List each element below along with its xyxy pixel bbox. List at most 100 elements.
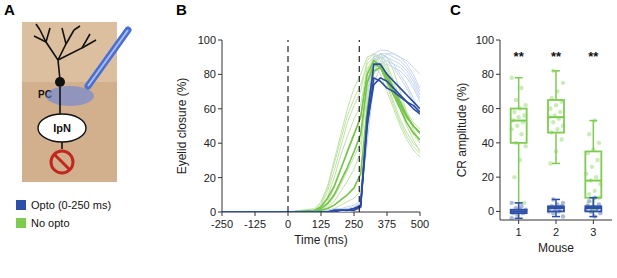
dendrite	[62, 28, 66, 44]
y-tick-label: 80	[204, 68, 216, 80]
whisker	[593, 121, 595, 152]
x-tick-label: 375	[378, 218, 396, 230]
whisker	[555, 133, 557, 164]
point	[561, 81, 565, 85]
point	[509, 201, 513, 205]
y-axis	[500, 40, 501, 220]
whisker	[593, 198, 595, 207]
whisker	[518, 143, 520, 203]
ipn	[38, 114, 86, 142]
trace	[222, 54, 420, 212]
x-tick	[556, 220, 557, 224]
box	[548, 206, 564, 211]
trace	[222, 50, 420, 212]
point	[515, 124, 519, 128]
whisker-cap	[515, 218, 523, 220]
whisker	[555, 199, 557, 206]
point	[519, 86, 523, 90]
y-tick-label: 0	[488, 205, 494, 217]
x-tick-label: 0	[285, 218, 291, 230]
y-tick	[218, 108, 222, 109]
trace	[222, 54, 420, 212]
plot-b	[222, 40, 420, 212]
dendrite	[34, 36, 46, 42]
y-tick-label: 20	[482, 171, 494, 183]
trace	[222, 54, 420, 212]
circuit-diagram: PCIpN	[22, 22, 128, 182]
no-sign	[51, 151, 73, 173]
point	[587, 199, 591, 203]
y-tick	[496, 74, 500, 75]
y-tick-label: 20	[204, 172, 216, 184]
point	[558, 110, 562, 114]
point	[509, 76, 513, 80]
y-tick	[496, 108, 500, 109]
whisker-cap	[589, 120, 597, 122]
y-tick	[496, 40, 500, 41]
whisker-cap	[552, 70, 560, 72]
y-axis-label: Eyelid closure (%)	[175, 78, 189, 175]
y-tick	[218, 40, 222, 41]
trace	[222, 61, 420, 212]
y-tick	[218, 74, 222, 75]
tissue	[22, 22, 117, 182]
trace	[222, 78, 420, 212]
y-tick-label: 80	[482, 68, 494, 80]
x-tick	[255, 212, 256, 216]
no-sign-slash	[54, 154, 70, 170]
event-line	[359, 40, 360, 212]
box	[585, 206, 601, 211]
significance: **	[551, 49, 562, 64]
box	[511, 109, 527, 143]
y-tick-label: 0	[210, 206, 216, 218]
median	[548, 116, 564, 118]
median	[585, 207, 601, 209]
x-tick-label: 1	[516, 226, 522, 238]
whisker	[518, 78, 520, 109]
box	[548, 100, 564, 133]
dendrite	[74, 26, 80, 30]
trace	[222, 57, 420, 212]
point	[559, 137, 563, 141]
y-tick	[218, 177, 222, 178]
x-axis-label: Time (ms)	[294, 233, 348, 247]
dendrite	[46, 28, 50, 42]
point	[561, 214, 565, 218]
median	[548, 207, 564, 209]
trace	[222, 54, 420, 212]
whisker-cap	[589, 197, 597, 199]
event-line	[287, 40, 288, 212]
point	[522, 201, 526, 205]
trace	[222, 78, 420, 212]
x-tick	[420, 212, 421, 216]
whisker-cap	[552, 199, 560, 201]
median	[585, 180, 601, 182]
panel-label: C	[450, 1, 461, 18]
trace	[222, 57, 420, 212]
legend-label: No opto	[31, 217, 70, 229]
y-tick-label: 100	[198, 34, 216, 46]
y-tick-label: 40	[482, 137, 494, 149]
output	[61, 142, 63, 149]
optic-fiber-core	[88, 30, 128, 86]
point	[514, 98, 518, 102]
whisker-cap	[552, 163, 560, 165]
x-tick-label: 250	[345, 218, 363, 230]
box	[511, 210, 527, 213]
y-tick	[218, 143, 222, 144]
point	[523, 144, 527, 148]
figure: APCIpNOpto (0-250 ms)No optoB02040608010…	[0, 0, 617, 278]
panel-label: A	[4, 1, 15, 18]
trace	[222, 54, 420, 212]
legend-label: Opto (0-250 ms)	[31, 199, 111, 211]
x-tick	[321, 212, 322, 216]
x-tick	[387, 212, 388, 216]
x-tick-label: 125	[312, 218, 330, 230]
trace	[222, 57, 420, 212]
trace	[222, 57, 420, 212]
trace	[222, 68, 420, 212]
legend-swatch	[16, 200, 26, 210]
point	[512, 175, 516, 179]
whisker-cap	[515, 202, 523, 204]
optic-fiber	[88, 30, 128, 86]
